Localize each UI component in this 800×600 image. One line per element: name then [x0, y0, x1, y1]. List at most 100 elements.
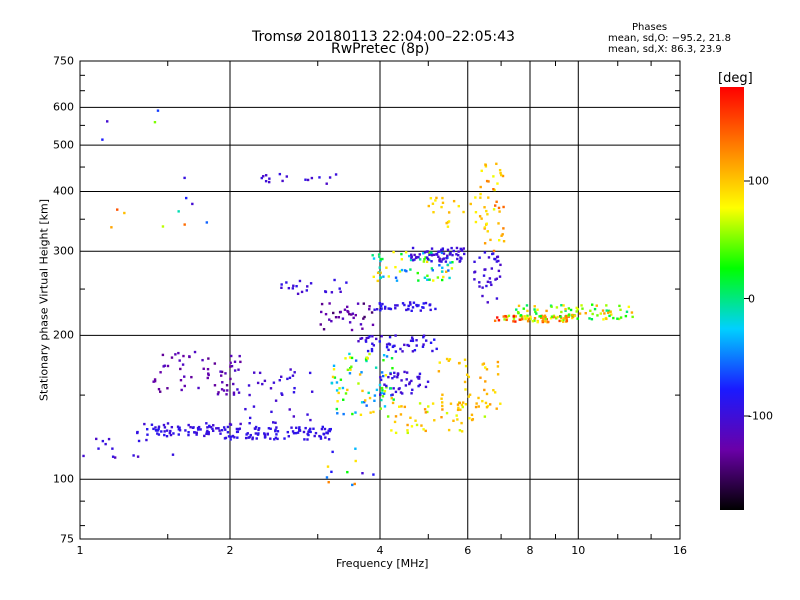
data-point: [325, 431, 328, 434]
data-point: [422, 428, 425, 431]
data-point: [263, 432, 266, 435]
data-point: [515, 308, 518, 311]
data-point: [456, 257, 459, 261]
data-point: [201, 358, 204, 362]
data-point: [526, 319, 530, 323]
data-point: [448, 358, 452, 361]
data-point: [487, 196, 490, 199]
data-point: [584, 311, 587, 315]
data-point: [410, 336, 414, 339]
data-point: [405, 308, 408, 312]
data-point: [334, 173, 338, 176]
data-point: [526, 309, 529, 313]
data-point: [248, 393, 251, 397]
data-point: [397, 387, 401, 391]
data-point: [271, 421, 275, 424]
data-point: [237, 368, 240, 371]
data-point: [445, 357, 449, 361]
data-point: [431, 269, 434, 272]
data-point: [328, 302, 331, 305]
data-point: [394, 307, 397, 310]
data-point: [274, 428, 277, 432]
data-point: [267, 180, 271, 184]
data-point: [406, 343, 409, 347]
data-point: [384, 305, 387, 309]
data-point: [168, 431, 172, 435]
data-point: [426, 256, 429, 259]
data-point: [396, 304, 399, 307]
data-point: [478, 281, 481, 284]
data-point: [580, 304, 583, 307]
data-point: [490, 267, 494, 270]
data-point: [381, 257, 384, 261]
data-point: [497, 259, 500, 263]
data-point: [292, 284, 295, 287]
data-point: [456, 403, 460, 406]
data-point: [576, 308, 579, 311]
data-point: [336, 412, 339, 415]
data-point: [278, 379, 281, 382]
data-point: [445, 256, 448, 260]
data-point: [342, 398, 345, 401]
data-point: [278, 172, 282, 176]
data-point: [221, 381, 224, 384]
data-point: [319, 323, 322, 326]
data-point: [404, 251, 408, 254]
data-point: [163, 433, 166, 437]
data-point: [431, 402, 435, 405]
data-point: [101, 439, 105, 443]
data-point: [325, 476, 329, 479]
data-point: [111, 455, 115, 458]
data-point: [411, 306, 415, 309]
data-point: [390, 429, 393, 432]
data-point: [378, 255, 381, 258]
data-point: [480, 217, 483, 220]
data-point: [261, 382, 264, 386]
data-point: [442, 275, 445, 279]
data-point: [430, 254, 434, 257]
data-point: [418, 375, 421, 379]
data-point: [533, 308, 536, 311]
data-point: [418, 402, 422, 405]
data-point: [319, 437, 323, 440]
data-point: [222, 389, 226, 392]
data-point: [386, 415, 390, 418]
data-point: [292, 415, 296, 418]
data-point: [229, 438, 232, 441]
data-point: [150, 423, 154, 426]
data-point: [286, 430, 290, 434]
data-point: [431, 202, 435, 205]
data-point: [300, 290, 304, 294]
data-point: [307, 433, 310, 437]
data-point: [394, 350, 398, 353]
data-point: [367, 391, 370, 395]
data-point: [254, 432, 258, 435]
data-point: [362, 317, 365, 320]
data-point: [423, 251, 427, 254]
data-point: [434, 199, 437, 202]
data-point: [435, 196, 438, 200]
data-point: [441, 247, 445, 250]
data-point: [354, 313, 357, 317]
data-point: [430, 251, 433, 254]
data-point: [474, 220, 478, 224]
data-point: [248, 421, 251, 425]
data-point: [378, 302, 382, 306]
data-point: [195, 433, 198, 436]
data-point: [383, 389, 387, 393]
data-point: [220, 428, 224, 432]
data-point: [485, 222, 488, 225]
data-point: [403, 405, 407, 409]
data-point: [493, 391, 497, 394]
data-point: [383, 405, 387, 408]
data-point: [408, 301, 412, 304]
data-point: [556, 315, 559, 319]
data-point: [217, 391, 220, 394]
data-point: [211, 427, 214, 431]
data-point: [238, 427, 242, 430]
data-point: [285, 175, 289, 178]
data-point: [306, 178, 310, 182]
data-point: [428, 303, 432, 307]
data-point: [497, 269, 501, 273]
data-point: [380, 391, 383, 395]
